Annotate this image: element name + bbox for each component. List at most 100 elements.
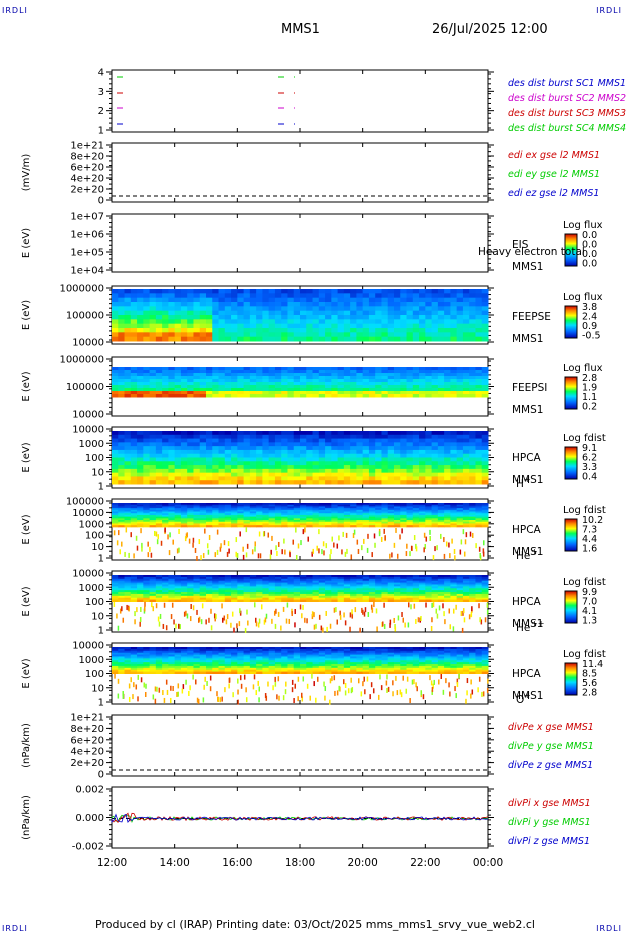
spectrogram-cell <box>287 472 295 477</box>
spectrogram-cell <box>356 503 364 506</box>
spectrogram-cell <box>193 336 201 342</box>
spectrogram-cell <box>381 590 389 593</box>
spectrogram-cell <box>118 306 126 312</box>
spectrogram-cell <box>337 289 345 294</box>
spectrogram-cell <box>218 518 226 521</box>
spectrogram-cell <box>456 509 464 513</box>
spectrogram-cell <box>362 480 370 485</box>
spectrogram-cell <box>331 461 339 466</box>
spectrogram-cell <box>481 457 489 462</box>
spectrogram-cell <box>155 461 163 466</box>
spectrogram-cell <box>425 518 433 521</box>
spectrogram-cell <box>143 376 151 380</box>
spectrogram-cell <box>118 506 126 509</box>
spectrogram-cell <box>456 465 464 470</box>
spectrogram-cell <box>118 449 126 455</box>
spectrogram-cell <box>256 525 263 528</box>
spectrogram-cell <box>419 442 426 447</box>
spectrogram-cell <box>112 480 119 485</box>
spectrogram-cell <box>155 457 163 462</box>
spectrogram-speck <box>178 623 180 629</box>
spectrogram-cell <box>337 506 345 509</box>
spectrogram-speck <box>288 618 291 624</box>
spectrogram-cell <box>300 302 307 307</box>
spectrogram-cell <box>180 315 188 320</box>
spectrogram-cell <box>168 457 176 462</box>
spectrogram-cell <box>237 578 245 582</box>
spectrogram-cell <box>124 367 132 371</box>
spectrogram-cell <box>394 465 401 470</box>
spectrogram-cell <box>249 525 257 528</box>
spectrogram-cell <box>174 658 182 661</box>
spectrogram-cell <box>124 578 132 582</box>
spectrogram-cell <box>437 388 445 392</box>
spectrogram-speck <box>255 621 258 627</box>
spectrogram-cell <box>143 647 151 650</box>
spectrogram-cell <box>155 597 163 601</box>
spectrogram-cell <box>368 315 376 320</box>
spectrogram-cell <box>412 376 420 380</box>
spectrogram-cell <box>149 654 157 657</box>
spectrogram-cell <box>262 506 270 509</box>
spectrogram-speck <box>351 609 353 615</box>
spectrogram-cell <box>187 379 194 383</box>
spectrogram-cell <box>256 376 263 380</box>
spectrogram-cell <box>375 446 382 451</box>
spectrogram-cell <box>325 521 332 524</box>
instrument-label: MMS1 <box>512 690 543 702</box>
spectrogram-cell <box>218 302 226 307</box>
spectrogram-cell <box>462 516 470 519</box>
spectrogram-cell <box>199 476 207 481</box>
spectrogram-cell <box>469 525 476 528</box>
spectrogram-cell <box>475 431 483 436</box>
spectrogram-cell <box>481 575 489 578</box>
spectrogram-cell <box>419 310 426 316</box>
spectrogram-cell <box>199 328 207 333</box>
spectrogram-cell <box>130 518 138 521</box>
spectrogram-cell <box>475 511 483 514</box>
y-tick-label: 1000000 <box>59 355 104 366</box>
spectrogram-cell <box>400 382 408 386</box>
spectrogram-cell <box>337 449 345 455</box>
spectrogram-cell <box>180 446 188 451</box>
spectrogram-cell <box>262 521 270 524</box>
spectrogram-cell <box>325 506 332 509</box>
spectrogram-cell <box>243 461 251 466</box>
spectrogram-speck <box>346 548 348 554</box>
spectrogram-speck <box>239 610 242 616</box>
spectrogram-cell <box>437 504 445 507</box>
spectrogram-cell <box>306 595 314 599</box>
spectrogram-cell <box>268 521 276 524</box>
spectrogram-cell <box>112 382 119 386</box>
spectrogram-cell <box>130 465 138 470</box>
spectrogram-cell <box>149 373 157 377</box>
colorbar-tick-label: 0.0 <box>582 249 597 260</box>
spectrogram-cell <box>293 518 301 521</box>
spectrogram-cell <box>130 667 138 671</box>
spectrogram-cell <box>237 468 245 474</box>
spectrogram-cell <box>475 503 483 506</box>
spectrogram-cell <box>162 521 169 524</box>
spectrogram-cell <box>456 289 464 294</box>
spectrogram-cell <box>331 521 339 524</box>
spectrogram-cell <box>419 511 426 514</box>
spectrogram-cell <box>312 472 320 477</box>
spectrogram-cell <box>450 465 458 470</box>
spectrogram-cell <box>375 442 382 447</box>
spectrogram-speck <box>383 623 386 629</box>
spectrogram-cell <box>387 599 395 602</box>
spectrogram-cell <box>155 520 163 523</box>
spectrogram-cell <box>343 582 351 585</box>
spectrogram-cell <box>224 592 232 595</box>
spectrogram-cell <box>412 595 420 599</box>
colorbar-tick-label: 7.0 <box>582 597 597 608</box>
spectrogram-cell <box>193 472 201 477</box>
spectrogram-cell <box>199 449 207 455</box>
spectrogram-cell <box>249 306 257 312</box>
spectrogram-cell <box>456 584 464 587</box>
spectrogram-speck <box>367 533 369 539</box>
spectrogram-cell <box>400 328 408 333</box>
spectrogram-cell <box>437 580 445 584</box>
spectrogram-cell <box>237 586 245 589</box>
spectrogram-cell <box>481 376 489 380</box>
